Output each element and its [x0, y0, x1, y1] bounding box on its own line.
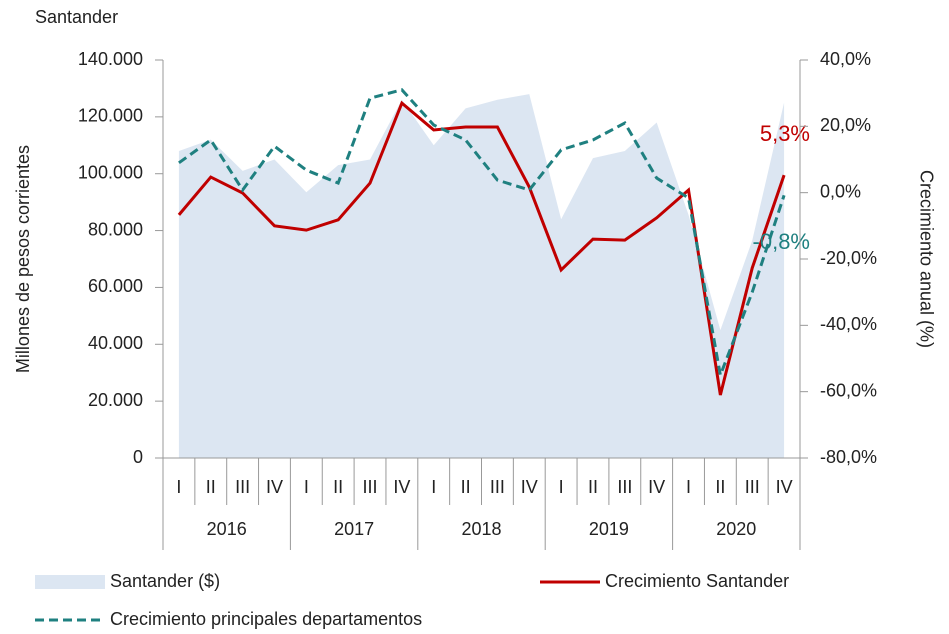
y2-tick-label: 20,0%	[820, 115, 871, 135]
x-tick-label: II	[206, 477, 216, 497]
x-tick-label: IV	[648, 477, 665, 497]
y-tick-label: 0	[133, 447, 143, 467]
line	[178, 88, 786, 381]
y-tick-label: 20.000	[88, 390, 143, 410]
x-tick-label: II	[588, 477, 598, 497]
y-tick-label: 140.000	[78, 49, 143, 69]
legend-label: Crecimiento Santander	[605, 571, 789, 591]
x-tick-label: I	[176, 477, 181, 497]
y2-tick-label: -20,0%	[820, 248, 877, 268]
y-tick-label: 40.000	[88, 333, 143, 353]
x-group-label: 2020	[716, 519, 756, 539]
y2-tick-label: -80,0%	[820, 447, 877, 467]
x-tick-label: III	[745, 477, 760, 497]
y-tick-label: 80.000	[88, 219, 143, 239]
data-label: 5,3%	[760, 121, 810, 146]
x-tick-label: III	[363, 477, 378, 497]
data-label: -0,8%	[753, 229, 810, 254]
x-tick-label: IV	[521, 477, 538, 497]
x-group-label: 2017	[334, 519, 374, 539]
y-tick-label: 120.000	[78, 106, 143, 126]
x-group-label: 2016	[207, 519, 247, 539]
y2-tick-label: -60,0%	[820, 380, 877, 400]
legend-label: Santander ($)	[110, 571, 220, 591]
x-tick-label: I	[304, 477, 309, 497]
x-tick-label: III	[235, 477, 250, 497]
y-axis-label: Millones de pesos corrientes	[13, 145, 33, 373]
x-tick-label: IV	[393, 477, 410, 497]
x-tick-label: II	[715, 477, 725, 497]
x-tick-label: IV	[776, 477, 793, 497]
y2-tick-label: -40,0%	[820, 314, 877, 334]
x-tick-label: I	[431, 477, 436, 497]
area	[178, 94, 785, 458]
x-group-label: 2019	[589, 519, 629, 539]
chart-title: Santander	[35, 7, 118, 27]
x-tick-label: II	[461, 477, 471, 497]
x-tick-label: IV	[266, 477, 283, 497]
y-tick-label: 100.000	[78, 162, 143, 182]
y2-axis-label: Crecimiento anual (%)	[916, 170, 936, 348]
x-tick-label: III	[490, 477, 505, 497]
legend-label: Crecimiento principales departamentos	[110, 609, 422, 629]
x-tick-label: III	[617, 477, 632, 497]
x-tick-label: I	[559, 477, 564, 497]
legend-swatch	[35, 575, 105, 589]
y-tick-label: 60.000	[88, 276, 143, 296]
x-tick-label: II	[333, 477, 343, 497]
y2-tick-label: 40,0%	[820, 49, 871, 69]
x-group-label: 2018	[461, 519, 501, 539]
y2-tick-label: 0,0%	[820, 181, 861, 201]
x-tick-label: I	[686, 477, 691, 497]
